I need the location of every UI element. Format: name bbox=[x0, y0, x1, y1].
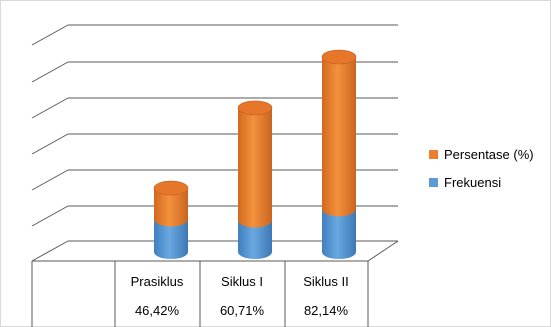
bar-frekuensi bbox=[154, 219, 188, 259]
bar-frekuensi bbox=[238, 220, 272, 259]
gridline-diagonal bbox=[31, 61, 69, 83]
data-table: Prasiklus Siklus I Siklus II 46,42% 60,71% 82… bbox=[31, 261, 369, 327]
bar-frekuensi bbox=[322, 209, 356, 259]
legend: Persentase (%) Frekuensi bbox=[429, 147, 534, 190]
gridline-diagonal bbox=[31, 97, 69, 119]
bar-persentase bbox=[154, 188, 188, 227]
bar-persentase bbox=[238, 107, 272, 228]
gridline-diagonal bbox=[31, 205, 69, 227]
legend-label-frekuensi: Frekuensi bbox=[444, 175, 501, 190]
table-value: 82,14% bbox=[304, 303, 349, 318]
floor-right-edge bbox=[367, 240, 399, 262]
table-value: 46,42% bbox=[135, 303, 180, 318]
bar-top-cap bbox=[237, 100, 273, 116]
category-label: Siklus II bbox=[303, 274, 349, 289]
legend-swatch-persentase bbox=[429, 150, 438, 159]
legend-label-persentase: Persentase (%) bbox=[444, 147, 534, 162]
legend-swatch-frekuensi bbox=[429, 178, 438, 187]
gridline-diagonal bbox=[31, 240, 69, 262]
bars bbox=[153, 49, 357, 259]
bar-top-cap bbox=[321, 49, 357, 65]
category-label: Prasiklus bbox=[131, 274, 184, 289]
gridline-diagonal bbox=[31, 133, 69, 155]
category-label: Siklus I bbox=[221, 274, 263, 289]
bar-persentase bbox=[322, 57, 356, 217]
table-value: 60,71% bbox=[220, 303, 265, 318]
bar-top-cap bbox=[153, 180, 189, 196]
gridline-diagonal bbox=[31, 24, 69, 46]
gridline-diagonal bbox=[31, 169, 69, 191]
